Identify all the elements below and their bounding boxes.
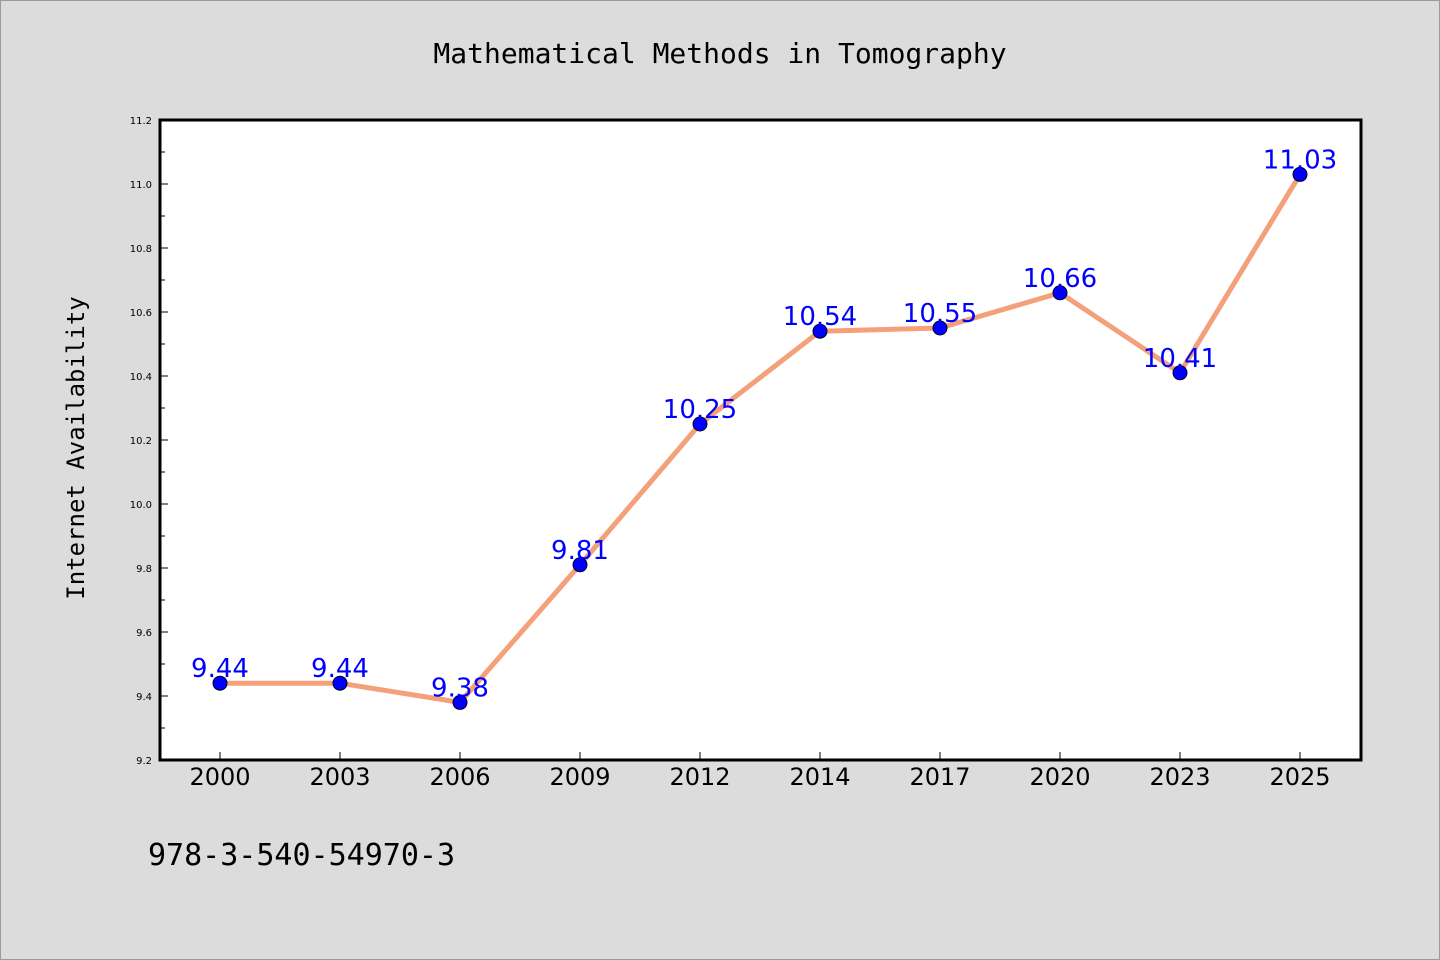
data-point-marker (692, 416, 708, 432)
data-point-label: 9.44 (311, 654, 369, 684)
y-tick-label: 9.4 (136, 692, 152, 703)
y-tick-label: 10.0 (130, 500, 152, 511)
data-labels: 9.44 9.44 9.38 9.81 10.25 10.54 10.55 10.66 10.4… (191, 145, 1337, 703)
data-point-label: 10.55 (903, 299, 977, 329)
x-axis: 2000 2003 2006 2009 2012 2014 2017 2020 2023 2025 (189, 752, 1331, 791)
x-tick-label: 2025 (1269, 763, 1330, 791)
plot-area (158, 118, 1363, 762)
y-tick-label: 9.8 (136, 564, 152, 575)
data-point-marker (212, 675, 228, 691)
y-tick-label: 10.8 (130, 244, 152, 255)
series-markers (212, 166, 1308, 710)
x-tick-label: 2012 (669, 763, 730, 791)
y-tick-label: 9.6 (136, 628, 152, 639)
data-point-label: 10.54 (783, 302, 857, 332)
data-point-marker (1052, 285, 1068, 301)
x-tick-label: 2014 (789, 763, 850, 791)
data-point-label: 9.44 (191, 654, 249, 684)
x-tick-label: 2020 (1029, 763, 1090, 791)
footer-identifier: 978-3-540-54970-3 (148, 838, 455, 873)
x-tick-label: 2009 (549, 763, 610, 791)
data-point-marker (932, 320, 948, 336)
series-line (220, 173, 1303, 705)
data-point-marker (332, 675, 348, 691)
y-tick-label: 10.4 (130, 372, 152, 383)
x-tick-label: 2023 (1149, 763, 1210, 791)
x-tick-label: 2017 (909, 763, 970, 791)
data-point-label: 9.81 (551, 536, 609, 566)
y-tick-label: 11.0 (130, 180, 152, 191)
y-tick-label: 10.2 (130, 436, 152, 447)
y-axis-label: Internet Availability (62, 296, 90, 599)
y-axis: 9.2 9.4 9.6 9.8 10.0 10.2 10.4 10.6 10.8 11.0 11.2 (130, 116, 168, 767)
data-point-marker (1172, 365, 1188, 381)
data-point-label: 9.38 (431, 673, 489, 703)
data-point-marker (1292, 166, 1308, 182)
y-tick-label: 9.2 (136, 756, 152, 767)
x-tick-label: 2003 (309, 763, 370, 791)
y-tick-label: 10.6 (130, 308, 152, 319)
x-tick-label: 2000 (189, 763, 250, 791)
data-point-label: 10.25 (663, 395, 737, 425)
data-point-marker (452, 694, 468, 710)
data-point-marker (812, 323, 828, 339)
y-tick-label: 11.2 (130, 116, 152, 127)
data-point-label: 10.41 (1143, 344, 1217, 374)
data-point-marker (572, 557, 588, 573)
chart-title: Mathematical Methods in Tomography (433, 37, 1006, 70)
data-point-label: 11.03 (1263, 145, 1337, 175)
x-tick-label: 2006 (429, 763, 490, 791)
data-point-label: 10.66 (1023, 264, 1097, 294)
